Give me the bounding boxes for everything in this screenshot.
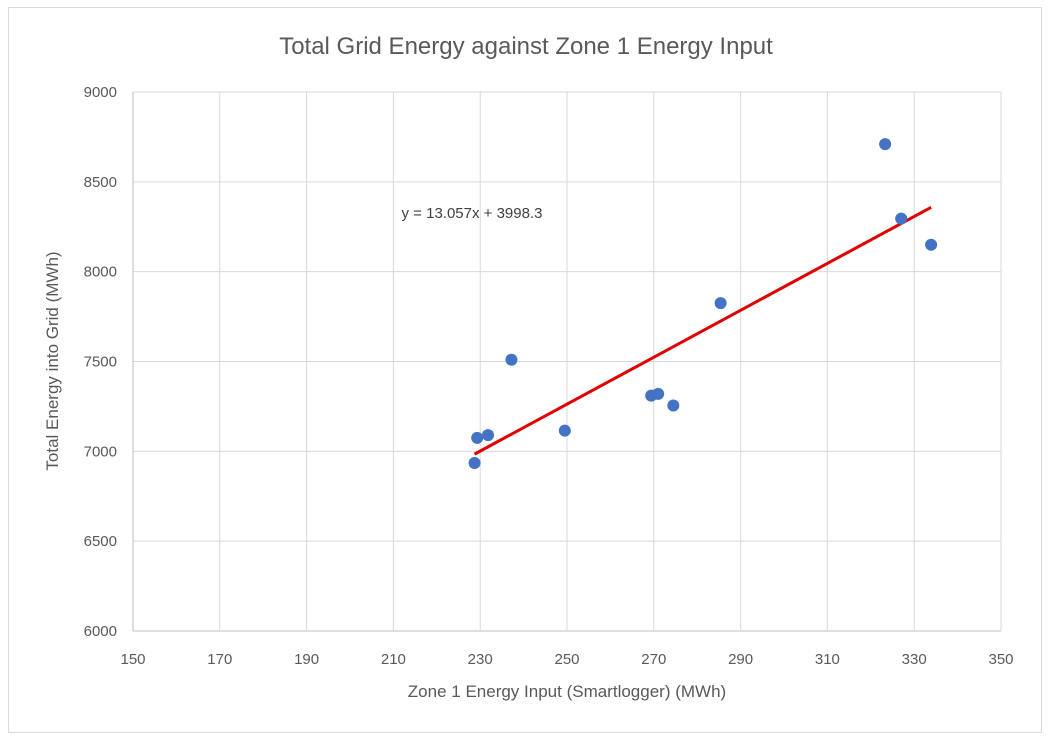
data-point — [667, 399, 680, 412]
y-tick-label: 7000 — [84, 443, 117, 460]
y-axis-title: Total Energy into Grid (MWh) — [43, 251, 62, 470]
trendline-equation: y = 13.057x + 3998.3 — [402, 205, 543, 222]
tick-labels: 6000 6500 7000 7500 8000 8500 9000 150 170 190 210… — [84, 84, 1014, 668]
trendline — [473, 206, 932, 456]
y-tick-label: 6500 — [84, 533, 117, 550]
gridlines — [132, 91, 1002, 632]
x-tick-label: 170 — [207, 651, 232, 668]
y-tick-label: 8000 — [84, 264, 117, 281]
x-tick-label: 230 — [468, 651, 493, 668]
data-points — [468, 138, 938, 470]
data-point — [652, 387, 665, 400]
x-tick-label: 330 — [902, 651, 927, 668]
x-tick-label: 250 — [554, 651, 579, 668]
x-tick-label: 290 — [728, 651, 753, 668]
x-tick-label: 350 — [988, 651, 1013, 668]
x-tick-label: 210 — [381, 651, 406, 668]
y-tick-label: 7500 — [84, 354, 117, 371]
data-point — [895, 212, 908, 225]
data-point — [558, 424, 571, 437]
data-point — [505, 353, 518, 366]
x-tick-label: 310 — [815, 651, 840, 668]
y-tick-label: 6000 — [84, 623, 117, 640]
data-point — [482, 429, 495, 442]
x-axis-title: Zone 1 Energy Input (Smartlogger) (MWh) — [408, 682, 726, 701]
data-point — [879, 138, 892, 151]
chart-title: Total Grid Energy against Zone 1 Energy … — [279, 33, 773, 60]
data-point — [925, 238, 938, 251]
x-tick-label: 270 — [641, 651, 666, 668]
x-tick-label: 150 — [120, 651, 145, 668]
chart-area — [8, 7, 1042, 733]
y-tick-label: 8500 — [84, 174, 117, 191]
data-point — [468, 457, 481, 470]
y-tick-label: 9000 — [84, 84, 117, 101]
x-tick-label: 190 — [294, 651, 319, 668]
data-point — [471, 431, 484, 444]
data-point — [714, 297, 727, 310]
